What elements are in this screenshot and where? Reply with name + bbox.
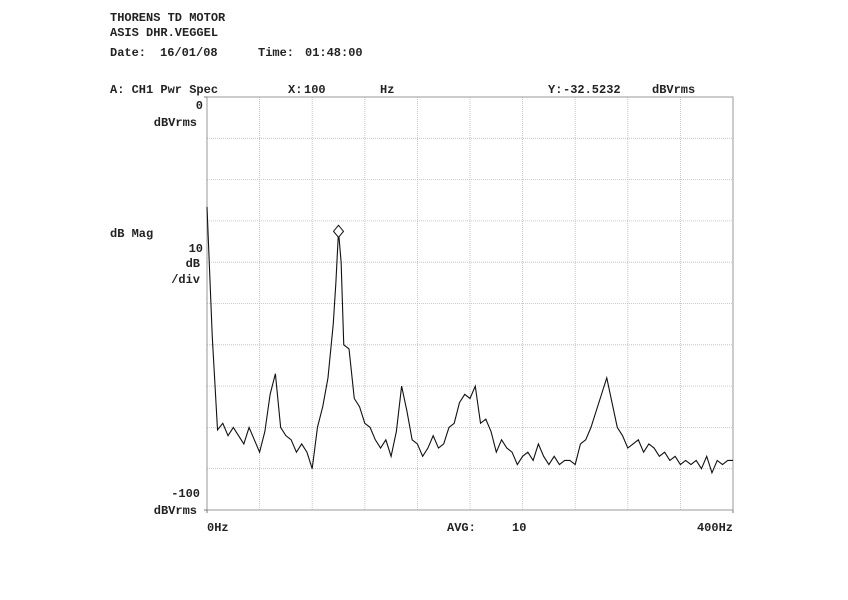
marker-y-label: Y: <box>548 83 562 97</box>
y-unit: dBVrms <box>154 116 197 130</box>
y-unit: dBVrms <box>154 504 197 518</box>
date-label: Date: <box>110 46 146 60</box>
trace-label: A: CH1 Pwr Spec <box>110 83 218 97</box>
y-tick-label: -100 <box>171 487 200 501</box>
marker-x-unit: Hz <box>380 83 394 97</box>
spectrum-line <box>206 206 733 475</box>
marker-y-unit: dBVrms <box>652 83 695 97</box>
y-tick-label: 0 <box>196 99 203 113</box>
date: 16/01/08 <box>160 46 218 60</box>
marker-x-label: X: <box>288 83 302 97</box>
avg-value: 10 <box>512 521 526 535</box>
plot-frame <box>206 96 734 511</box>
title-line: ASIS DHR.VEGGEL <box>110 26 218 40</box>
marker-y: -32.5232 <box>563 83 621 97</box>
scale-div: /div <box>171 273 200 287</box>
avg-label: AVG: <box>447 521 476 535</box>
time: 01:48:00 <box>305 46 363 60</box>
marker <box>332 224 345 239</box>
scale-unit: dB <box>186 257 200 271</box>
scale-value: 10 <box>189 242 203 256</box>
x-tick-label: 0Hz <box>207 521 229 535</box>
time-label: Time: <box>258 46 294 60</box>
marker-x: 100 <box>304 83 326 97</box>
x-tick-label: 400Hz <box>697 521 733 535</box>
scale-label: dB Mag <box>110 227 153 241</box>
title-line: THORENS TD MOTOR <box>110 11 226 25</box>
